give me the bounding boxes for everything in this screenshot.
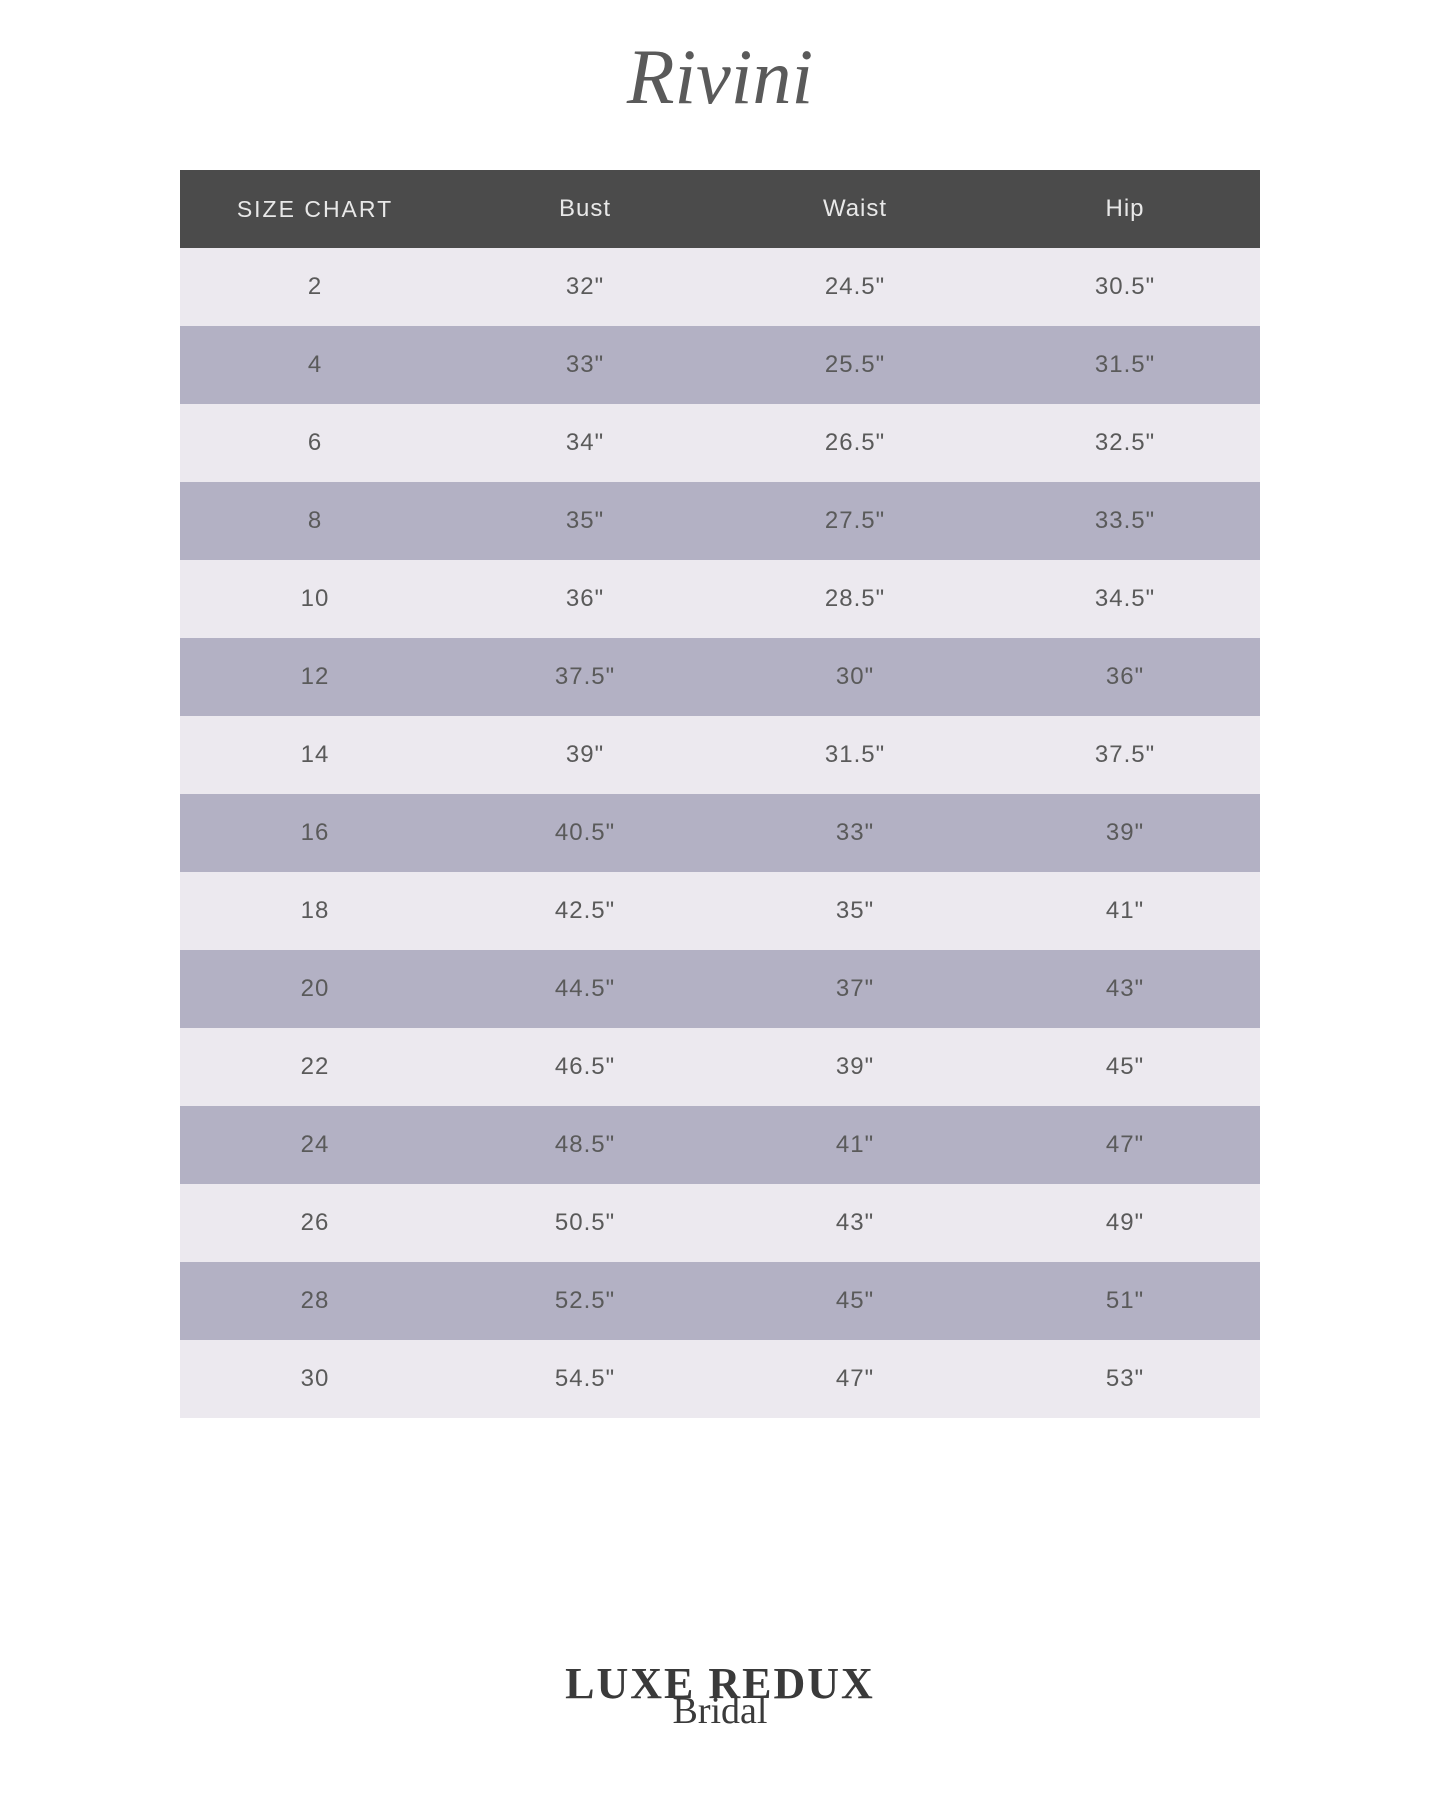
table-row: 634"26.5"32.5" <box>180 404 1260 482</box>
cell-bust: 52.5" <box>450 1262 720 1340</box>
cell-size: 18 <box>180 872 450 950</box>
cell-hip: 51" <box>990 1262 1260 1340</box>
cell-size: 16 <box>180 794 450 872</box>
table-row: 1237.5"30"36" <box>180 638 1260 716</box>
cell-waist: 37" <box>720 950 990 1028</box>
col-header-size: SIZE CHART <box>180 170 450 248</box>
cell-hip: 36" <box>990 638 1260 716</box>
cell-bust: 32" <box>450 248 720 326</box>
cell-hip: 49" <box>990 1184 1260 1262</box>
table-row: 433"25.5"31.5" <box>180 326 1260 404</box>
table-row: 232"24.5"30.5" <box>180 248 1260 326</box>
cell-hip: 47" <box>990 1106 1260 1184</box>
cell-size: 10 <box>180 560 450 638</box>
table-row: 2044.5"37"43" <box>180 950 1260 1028</box>
table-row: 2650.5"43"49" <box>180 1184 1260 1262</box>
table-header-row: SIZE CHART Bust Waist Hip <box>180 170 1260 248</box>
table-row: 3054.5"47"53" <box>180 1340 1260 1418</box>
cell-size: 2 <box>180 248 450 326</box>
cell-size: 6 <box>180 404 450 482</box>
cell-hip: 53" <box>990 1340 1260 1418</box>
col-header-hip: Hip <box>990 170 1260 248</box>
cell-waist: 30" <box>720 638 990 716</box>
table-row: 2448.5"41"47" <box>180 1106 1260 1184</box>
col-header-waist: Waist <box>720 170 990 248</box>
cell-waist: 28.5" <box>720 560 990 638</box>
cell-bust: 46.5" <box>450 1028 720 1106</box>
cell-waist: 24.5" <box>720 248 990 326</box>
cell-bust: 54.5" <box>450 1340 720 1418</box>
cell-bust: 37.5" <box>450 638 720 716</box>
size-chart-table: SIZE CHART Bust Waist Hip 232"24.5"30.5"… <box>180 170 1260 1418</box>
cell-bust: 44.5" <box>450 950 720 1028</box>
cell-waist: 33" <box>720 794 990 872</box>
brand-logo-top: Rivini <box>0 0 1440 170</box>
col-header-bust: Bust <box>450 170 720 248</box>
cell-hip: 41" <box>990 872 1260 950</box>
cell-waist: 35" <box>720 872 990 950</box>
footer-logo: LUXE REDUX Bridal <box>0 1662 1440 1730</box>
cell-bust: 42.5" <box>450 872 720 950</box>
cell-hip: 39" <box>990 794 1260 872</box>
cell-waist: 39" <box>720 1028 990 1106</box>
cell-hip: 34.5" <box>990 560 1260 638</box>
size-chart-container: SIZE CHART Bust Waist Hip 232"24.5"30.5"… <box>180 170 1260 1418</box>
cell-hip: 30.5" <box>990 248 1260 326</box>
cell-hip: 43" <box>990 950 1260 1028</box>
cell-hip: 37.5" <box>990 716 1260 794</box>
cell-size: 14 <box>180 716 450 794</box>
cell-size: 8 <box>180 482 450 560</box>
cell-waist: 45" <box>720 1262 990 1340</box>
cell-bust: 40.5" <box>450 794 720 872</box>
cell-hip: 31.5" <box>990 326 1260 404</box>
cell-bust: 33" <box>450 326 720 404</box>
cell-size: 22 <box>180 1028 450 1106</box>
cell-size: 30 <box>180 1340 450 1418</box>
cell-size: 26 <box>180 1184 450 1262</box>
cell-waist: 31.5" <box>720 716 990 794</box>
cell-size: 20 <box>180 950 450 1028</box>
table-row: 2852.5"45"51" <box>180 1262 1260 1340</box>
cell-bust: 50.5" <box>450 1184 720 1262</box>
cell-waist: 41" <box>720 1106 990 1184</box>
table-row: 1439"31.5"37.5" <box>180 716 1260 794</box>
cell-waist: 25.5" <box>720 326 990 404</box>
cell-bust: 35" <box>450 482 720 560</box>
brand-logo-text: Rivini <box>626 35 813 120</box>
cell-hip: 32.5" <box>990 404 1260 482</box>
table-row: 1842.5"35"41" <box>180 872 1260 950</box>
table-row: 2246.5"39"45" <box>180 1028 1260 1106</box>
cell-waist: 43" <box>720 1184 990 1262</box>
table-row: 835"27.5"33.5" <box>180 482 1260 560</box>
cell-hip: 45" <box>990 1028 1260 1106</box>
cell-waist: 26.5" <box>720 404 990 482</box>
cell-waist: 47" <box>720 1340 990 1418</box>
cell-size: 12 <box>180 638 450 716</box>
cell-hip: 33.5" <box>990 482 1260 560</box>
footer-logo-line2: Bridal <box>0 1692 1440 1730</box>
cell-size: 24 <box>180 1106 450 1184</box>
cell-bust: 34" <box>450 404 720 482</box>
table-row: 1640.5"33"39" <box>180 794 1260 872</box>
cell-bust: 39" <box>450 716 720 794</box>
cell-bust: 36" <box>450 560 720 638</box>
cell-waist: 27.5" <box>720 482 990 560</box>
cell-size: 4 <box>180 326 450 404</box>
table-row: 1036"28.5"34.5" <box>180 560 1260 638</box>
cell-size: 28 <box>180 1262 450 1340</box>
cell-bust: 48.5" <box>450 1106 720 1184</box>
